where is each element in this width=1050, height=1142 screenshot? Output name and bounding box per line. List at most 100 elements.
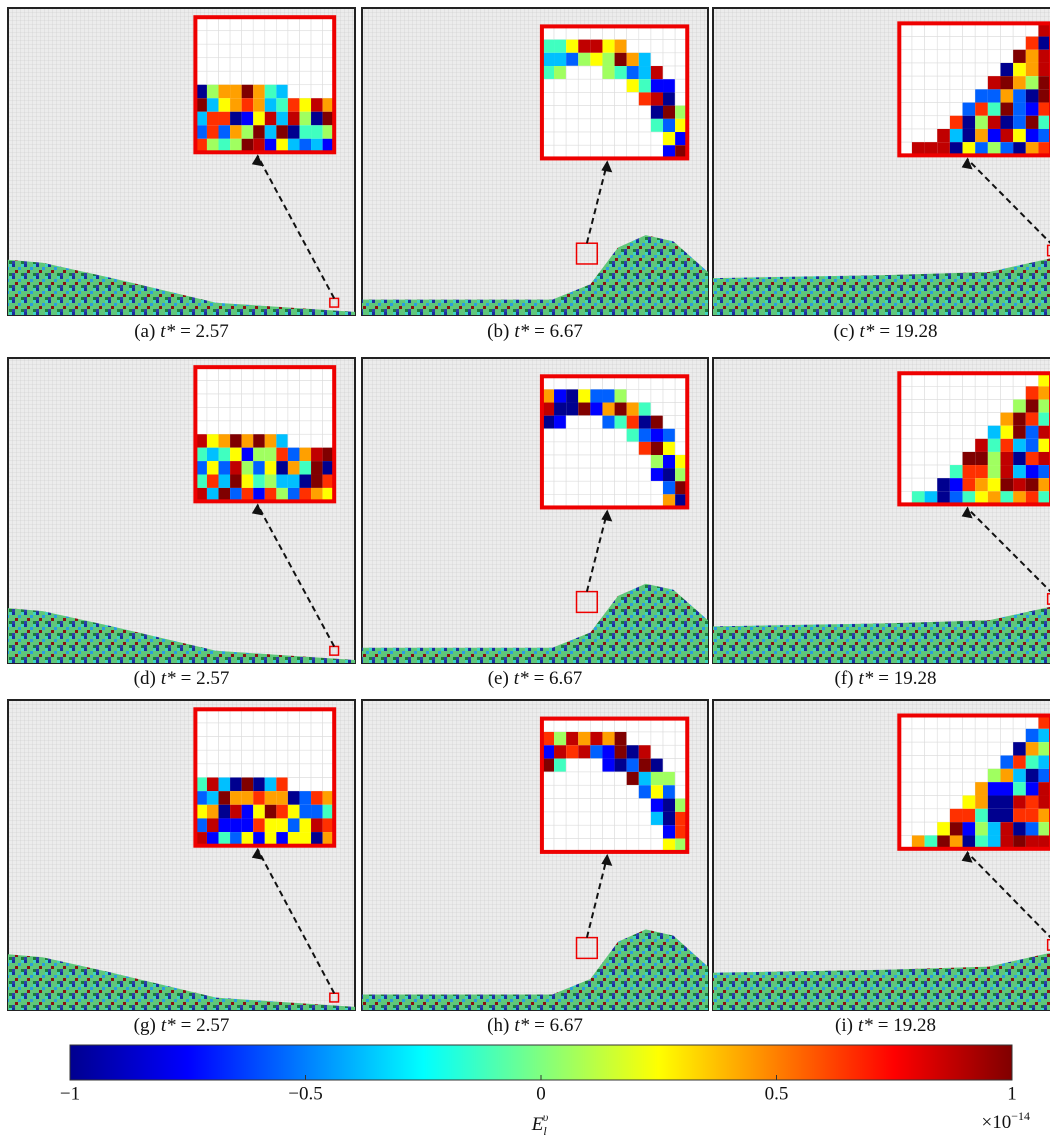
- particle-cell: [639, 403, 651, 416]
- panel-caption: (e)t*= 6.67: [488, 668, 583, 689]
- mesh-cell: [627, 812, 639, 825]
- mesh-cell: [988, 37, 1001, 50]
- panel: [713, 358, 1050, 663]
- mesh-cell: [963, 399, 976, 412]
- particle-cell: [975, 465, 988, 478]
- mesh-cell: [265, 381, 277, 394]
- particle-cell: [276, 85, 288, 99]
- particle-cell: [975, 822, 988, 835]
- particle-cell: [651, 416, 663, 429]
- mesh-cell: [937, 809, 950, 822]
- mesh-cell: [578, 481, 590, 494]
- particle-cell: [602, 759, 614, 772]
- mesh-cell: [578, 772, 590, 785]
- particle-cell: [311, 832, 323, 846]
- particle-cell: [242, 434, 254, 447]
- particle-cell: [1038, 439, 1050, 452]
- particle-cell: [615, 732, 627, 745]
- particle-cell: [627, 66, 639, 79]
- particle-cell: [988, 465, 1001, 478]
- mesh-cell: [311, 381, 323, 394]
- panel: [8, 700, 355, 1010]
- mesh-cell: [912, 386, 925, 399]
- mesh-cell: [276, 31, 288, 45]
- particle-cell: [1013, 399, 1026, 412]
- mesh-cell: [299, 778, 311, 792]
- mesh-cell: [242, 44, 254, 58]
- particle-cell: [207, 778, 219, 792]
- mesh-cell: [602, 812, 614, 825]
- mesh-cell: [975, 76, 988, 89]
- particle-cell: [1038, 742, 1050, 755]
- mesh-cell: [299, 709, 311, 723]
- mesh-cell: [912, 782, 925, 795]
- mesh-cell: [265, 58, 277, 72]
- mesh-cell: [288, 44, 300, 58]
- particle-cell: [988, 116, 1001, 129]
- mesh-cell: [963, 386, 976, 399]
- mesh-cell: [963, 76, 976, 89]
- particle-cell: [554, 416, 566, 429]
- mesh-cell: [615, 132, 627, 145]
- mesh-cell: [299, 407, 311, 420]
- mesh-cell: [590, 468, 602, 481]
- mesh-cell: [590, 66, 602, 79]
- particle-cell: [1026, 478, 1039, 491]
- mesh-cell: [578, 759, 590, 772]
- particle-cell: [253, 778, 265, 792]
- mesh-cell: [299, 85, 311, 99]
- mesh-cell: [639, 389, 651, 402]
- mesh-cell: [602, 92, 614, 105]
- mesh-cell: [566, 759, 578, 772]
- figure: (a)t*= 2.57(b)t*= 6.67(c)t*= 19.28(d)t*=…: [0, 0, 1050, 1142]
- particle-cell: [311, 98, 323, 112]
- particle-cell: [1013, 755, 1026, 768]
- mesh-cell: [602, 468, 614, 481]
- mesh-cell: [265, 723, 277, 737]
- particle-cell: [1001, 795, 1014, 808]
- mesh-cell: [566, 468, 578, 481]
- mesh-cell: [219, 421, 231, 434]
- mesh-cell: [1001, 50, 1014, 63]
- particle-cell: [207, 488, 219, 501]
- particle-cell: [651, 119, 663, 132]
- mesh-cell: [230, 407, 242, 420]
- mesh-cell: [925, 465, 938, 478]
- particle-cell: [1026, 116, 1039, 129]
- particle-cell: [975, 103, 988, 116]
- particle-cell: [1013, 89, 1026, 102]
- mesh-cell: [912, 76, 925, 89]
- colorbar-label: Elυ: [531, 1110, 549, 1138]
- particle-cell: [230, 448, 242, 461]
- mesh-cell: [925, 103, 938, 116]
- particle-cell: [242, 98, 254, 112]
- particle-cell: [265, 791, 277, 805]
- caption-rest: = 2.57: [181, 668, 230, 689]
- particle-cell: [615, 416, 627, 429]
- mesh-cell: [230, 44, 242, 58]
- mesh-cell: [925, 116, 938, 129]
- particle-cell: [299, 139, 311, 153]
- particle-cell: [651, 79, 663, 92]
- particle-cell: [1013, 782, 1026, 795]
- particle-cell: [1038, 116, 1050, 129]
- particle-cell: [1038, 413, 1050, 426]
- panel-caption: (a)t*= 2.57: [134, 321, 229, 342]
- panel: [362, 700, 708, 1010]
- mesh-cell: [566, 106, 578, 119]
- mesh-cell: [950, 76, 963, 89]
- mesh-cell: [219, 407, 231, 420]
- mesh-cell: [950, 399, 963, 412]
- particle-cell: [265, 85, 277, 99]
- mesh-cell: [253, 58, 265, 72]
- mesh-cell: [311, 17, 323, 31]
- mesh-cell: [975, 755, 988, 768]
- mesh-cell: [299, 737, 311, 751]
- particle-cell: [1026, 63, 1039, 76]
- mesh-cell: [288, 723, 300, 737]
- mesh-cell: [950, 50, 963, 63]
- mesh-cell: [639, 40, 651, 53]
- mesh-cell: [615, 79, 627, 92]
- particle-cell: [311, 791, 323, 805]
- mesh-cell: [253, 31, 265, 45]
